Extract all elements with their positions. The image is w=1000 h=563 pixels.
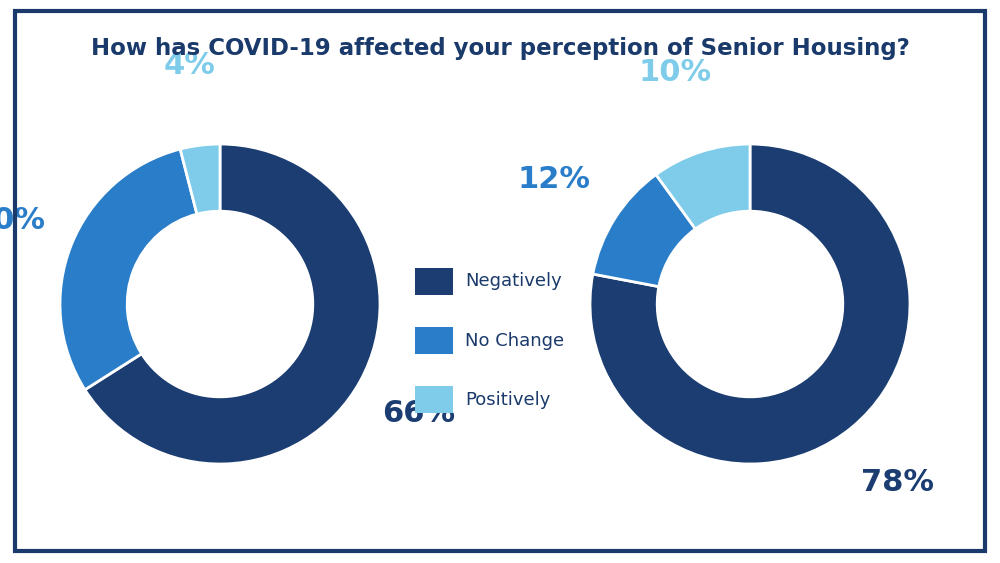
Circle shape	[127, 211, 313, 397]
Text: 78%: 78%	[861, 468, 934, 497]
Text: Negatively: Negatively	[465, 272, 562, 291]
Text: 10%: 10%	[638, 58, 711, 87]
Text: 66%: 66%	[383, 399, 456, 428]
Text: 30%: 30%	[0, 206, 45, 235]
Text: No Change: No Change	[465, 332, 564, 350]
Wedge shape	[60, 149, 197, 390]
Text: 4%: 4%	[164, 51, 216, 81]
Wedge shape	[590, 144, 910, 464]
Circle shape	[657, 211, 843, 397]
Text: Positively: Positively	[465, 391, 550, 409]
Text: Seniors: Seniors	[176, 294, 264, 314]
Wedge shape	[85, 144, 380, 464]
Text: How has COVID-19 affected your perception of Senior Housing?: How has COVID-19 affected your perceptio…	[91, 37, 909, 60]
Text: 12%: 12%	[518, 165, 591, 194]
Wedge shape	[656, 144, 750, 229]
Wedge shape	[180, 144, 220, 214]
Text: Adult
Caregivers: Adult Caregivers	[687, 283, 813, 325]
Wedge shape	[593, 175, 695, 287]
